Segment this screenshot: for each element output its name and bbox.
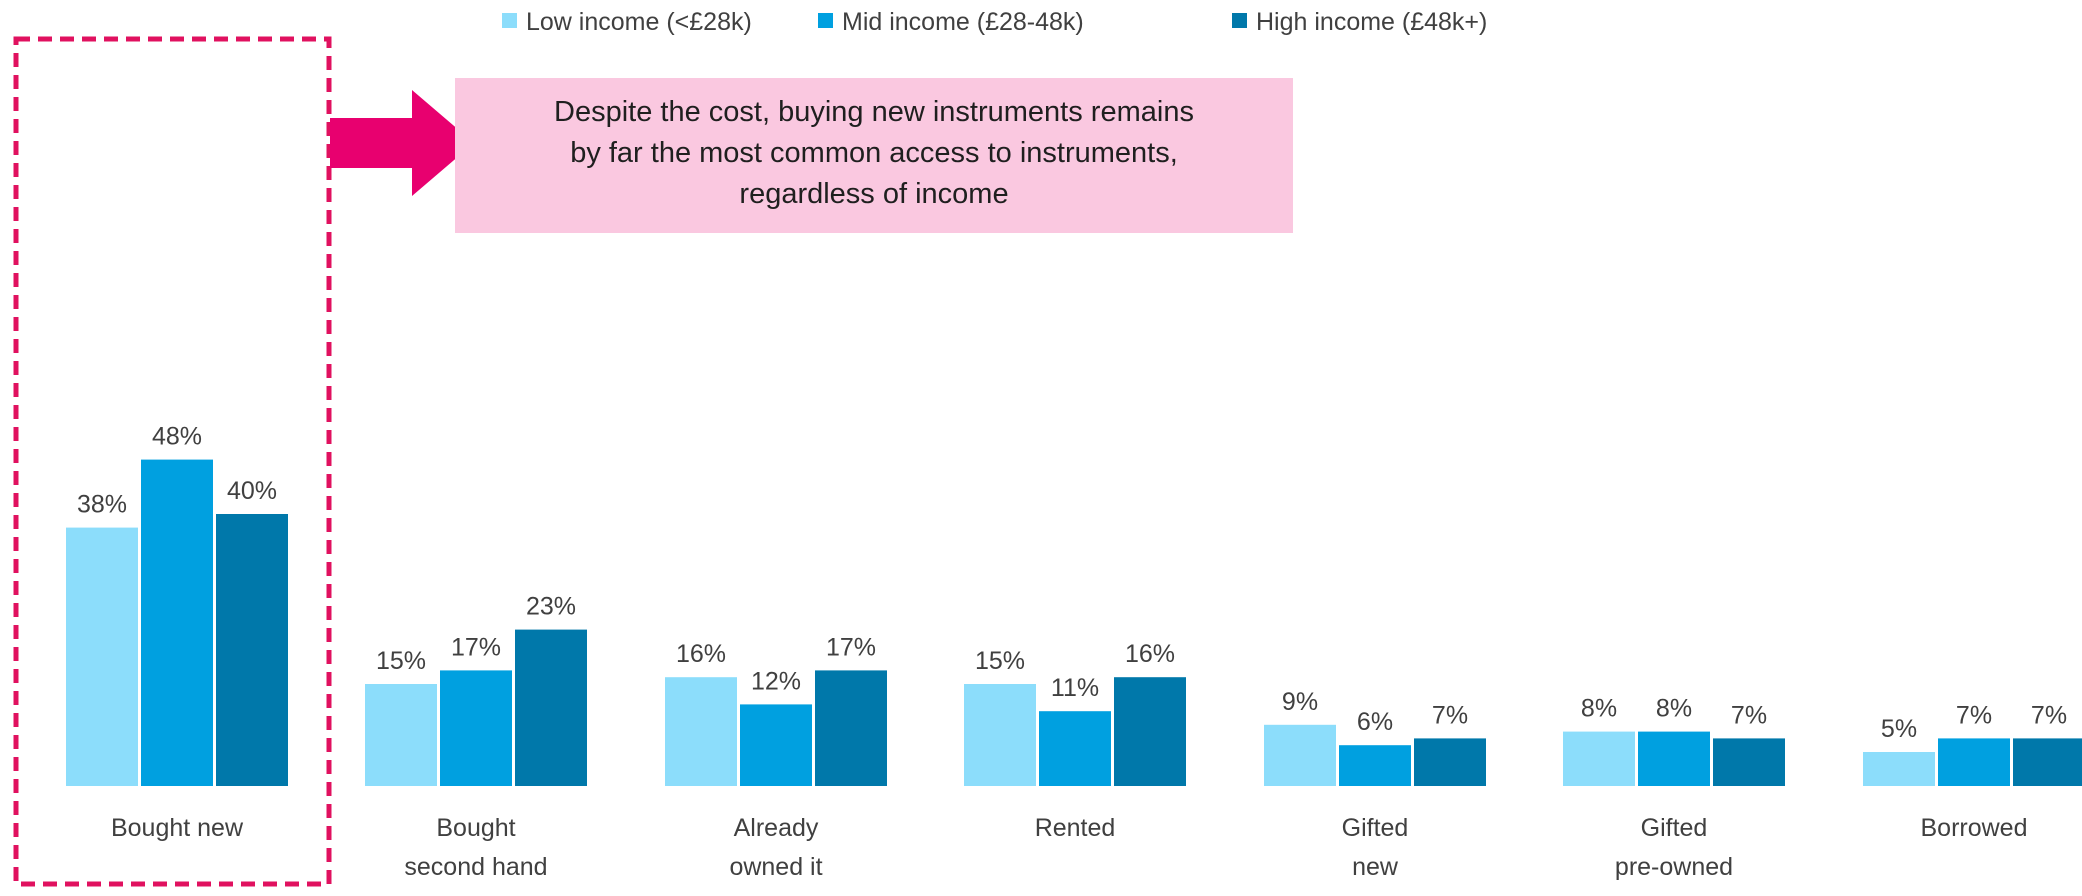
bars bbox=[66, 459, 2082, 786]
annotation: Despite the cost, buying new instruments… bbox=[330, 78, 1293, 233]
value-label-4-1: 6% bbox=[1357, 708, 1393, 736]
bar-4-2 bbox=[1414, 738, 1486, 786]
category-label-6-0: Borrowed bbox=[1921, 814, 2028, 842]
value-label-5-1: 8% bbox=[1656, 695, 1692, 723]
value-label-5-2: 7% bbox=[1731, 701, 1767, 729]
bar-5-2 bbox=[1713, 738, 1785, 786]
category-label-0-0: Bought new bbox=[111, 814, 244, 842]
bar-4-0 bbox=[1264, 724, 1336, 786]
callout-box bbox=[455, 78, 1293, 233]
legend-label-1: Mid income (£28-48k) bbox=[842, 8, 1084, 36]
category-label-4-1: new bbox=[1352, 853, 1399, 881]
bar-0-2 bbox=[216, 514, 288, 786]
category-label-2-0: Already bbox=[734, 814, 819, 842]
value-label-2-1: 12% bbox=[751, 667, 801, 695]
category-label-5-1: pre-owned bbox=[1615, 853, 1733, 881]
value-label-0-1: 48% bbox=[152, 423, 202, 451]
category-label-1-1: second hand bbox=[404, 853, 547, 881]
bar-3-0 bbox=[964, 684, 1036, 786]
category-label-5-0: Gifted bbox=[1641, 814, 1708, 842]
category-label-3-0: Rented bbox=[1035, 814, 1116, 842]
category-label-4-0: Gifted bbox=[1342, 814, 1409, 842]
value-label-1-1: 17% bbox=[451, 633, 501, 661]
value-label-2-0: 16% bbox=[676, 640, 726, 668]
legend-swatch-1 bbox=[818, 13, 833, 28]
bar-1-0 bbox=[365, 684, 437, 786]
value-label-6-0: 5% bbox=[1881, 715, 1917, 743]
category-label-2-1: owned it bbox=[729, 853, 822, 881]
callout-arrow bbox=[330, 90, 474, 196]
bar-1-1 bbox=[440, 670, 512, 786]
bar-2-0 bbox=[665, 677, 737, 786]
value-label-3-1: 11% bbox=[1051, 674, 1099, 702]
bar-1-2 bbox=[515, 629, 587, 786]
value-label-4-2: 7% bbox=[1432, 701, 1468, 729]
value-label-3-0: 15% bbox=[975, 647, 1025, 675]
value-label-4-0: 9% bbox=[1282, 688, 1318, 716]
bar-2-1 bbox=[740, 704, 812, 786]
bar-3-2 bbox=[1114, 677, 1186, 786]
bar-0-0 bbox=[66, 527, 138, 786]
category-labels: Bought new Bought second hand Already owned … bbox=[111, 814, 2028, 881]
bar-4-1 bbox=[1339, 745, 1411, 786]
highlight bbox=[13, 36, 332, 887]
legend-label-2: High income (£48k+) bbox=[1256, 8, 1487, 36]
value-label-3-2: 16% bbox=[1125, 640, 1175, 668]
bar-6-0 bbox=[1863, 752, 1935, 786]
value-label-1-0: 15% bbox=[376, 647, 426, 675]
value-label-0-2: 40% bbox=[227, 477, 277, 505]
legend-swatch-0 bbox=[502, 13, 517, 28]
bar-2-2 bbox=[815, 670, 887, 786]
bar-5-0 bbox=[1563, 731, 1635, 786]
value-label-5-0: 8% bbox=[1581, 695, 1617, 723]
value-labels: 38% 15% 16% 15% 9% 8% 5% 48% 17% 12% 11% 6% 8% 7% 40% 2… bbox=[77, 423, 2067, 743]
callout-text-line-0: Despite the cost, buying new instruments… bbox=[554, 96, 1194, 128]
bar-6-1 bbox=[1938, 738, 2010, 786]
callout-text-line-1: by far the most common access to instrum… bbox=[570, 137, 1178, 169]
value-label-1-2: 23% bbox=[526, 593, 576, 621]
category-label-1-0: Bought bbox=[436, 814, 515, 842]
bar-5-1 bbox=[1638, 731, 1710, 786]
legend-label-0: Low income (<£28k) bbox=[526, 8, 752, 36]
bar-0-1 bbox=[141, 459, 213, 786]
callout-text-line-2: regardless of income bbox=[739, 178, 1008, 210]
highlight-box bbox=[13, 36, 332, 887]
value-label-0-0: 38% bbox=[77, 491, 127, 519]
value-label-2-2: 17% bbox=[826, 633, 876, 661]
value-label-6-2: 7% bbox=[2031, 701, 2067, 729]
legend: Low income (<£28k) Mid income (£28-48k) Hi… bbox=[502, 8, 1487, 36]
legend-swatch-2 bbox=[1232, 13, 1247, 28]
bar-6-2 bbox=[2013, 738, 2082, 786]
value-label-6-1: 7% bbox=[1956, 701, 1992, 729]
bar-3-1 bbox=[1039, 711, 1111, 786]
